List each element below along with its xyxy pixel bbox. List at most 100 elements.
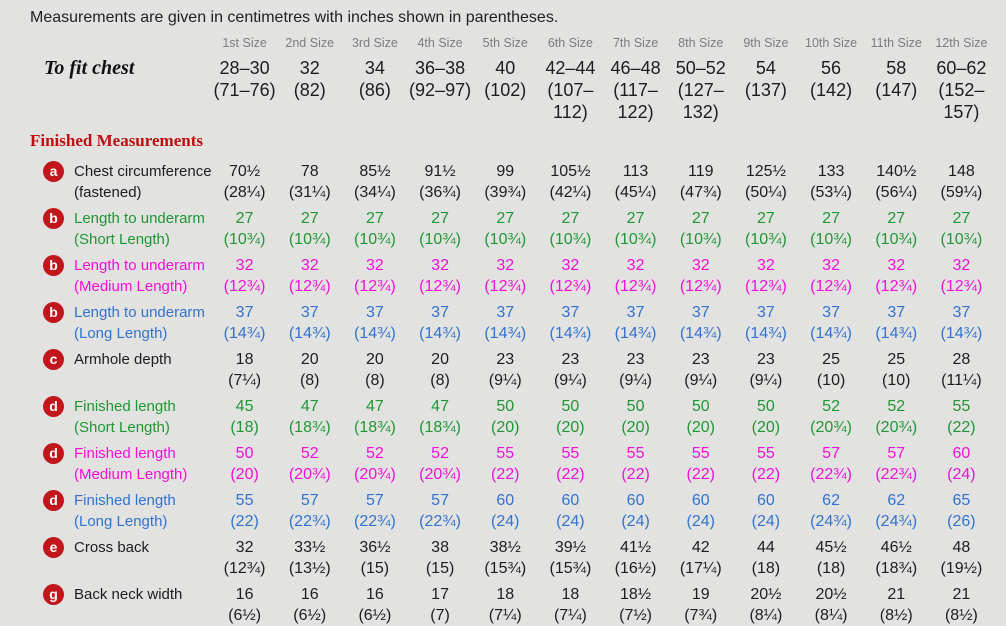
- cm-value: 32: [757, 257, 775, 274]
- measurement-label-main: Finished length: [74, 398, 176, 415]
- measurement-label-main: Back neck width: [74, 586, 183, 603]
- cm-value: 57: [887, 445, 906, 462]
- inch-value: (8): [365, 372, 385, 389]
- measurement-value-8: 50 (20): [668, 396, 733, 438]
- measurement-row-d-8: d Finished length (Long Length) 55 (22) 57 (22…: [30, 490, 994, 532]
- measurement-label-main: Length to underarm: [74, 210, 205, 227]
- cm-value: 19: [691, 586, 710, 603]
- inch-value: (12¾): [875, 278, 918, 295]
- measurement-value-1: 18 (7¼): [212, 349, 277, 391]
- cm-value: 52: [822, 398, 840, 415]
- measurement-value-7: 41½ (16½): [603, 537, 668, 579]
- inch-value: (8): [430, 372, 450, 389]
- measurement-label: Back neck width: [74, 584, 182, 606]
- inch-value: (14¾): [810, 325, 852, 342]
- inch-value: (10¾): [810, 231, 852, 248]
- measurement-value-5: 18 (7¼): [473, 584, 538, 626]
- measurement-value-11: 37 (14¾): [864, 302, 929, 344]
- to-fit-chest-value-6: 42–44 (107–112): [538, 57, 603, 123]
- cm-value: 125½: [745, 163, 786, 180]
- measurement-rows: a Chest circumference (fastened) 70½ (28¼) 78…: [30, 161, 994, 626]
- cm-value: 55: [952, 398, 971, 415]
- inch-value: (10¾): [354, 231, 396, 248]
- inch-value: (31¼): [288, 184, 331, 201]
- inch-value: (14¾): [940, 325, 983, 342]
- measurement-value-2: 20 (8): [277, 349, 342, 391]
- measurement-value-11: 25 (10): [864, 349, 929, 391]
- inch-value: (117–122): [613, 80, 658, 122]
- inch-value: (10¾): [223, 231, 266, 248]
- measurement-label-main: Length to underarm: [74, 257, 205, 274]
- measurement-value-3: 16 (6½): [342, 584, 407, 626]
- inch-value: (7½): [619, 607, 653, 624]
- measurement-value-8: 27 (10¾): [668, 208, 733, 250]
- inch-value: (9¼): [553, 372, 587, 389]
- inch-value: (22¾): [875, 466, 918, 483]
- measurement-value-2: 16 (6½): [277, 584, 342, 626]
- cm-value: 16: [300, 586, 319, 603]
- cm-value: 32: [299, 58, 320, 78]
- inch-value: (24): [491, 513, 520, 530]
- cm-value: 37: [757, 304, 775, 321]
- measurement-label-cell: g Back neck width: [30, 584, 212, 606]
- inch-value: (10): [882, 372, 911, 389]
- inch-value: (22¾): [288, 513, 331, 530]
- measurement-value-7: 60 (24): [603, 490, 668, 532]
- inch-value: (13½): [288, 560, 331, 577]
- measurement-value-3: 47 (18¾): [342, 396, 407, 438]
- inch-value: (22): [556, 466, 585, 483]
- measurement-value-1: 32 (12¾): [212, 537, 277, 579]
- measurement-value-9: 50 (20): [733, 396, 798, 438]
- inch-value: (22): [751, 466, 781, 483]
- measurement-label-main: Cross back: [74, 539, 150, 556]
- inch-value: (16½): [614, 560, 657, 577]
- measurement-value-8: 55 (22): [668, 443, 733, 485]
- cm-value: 37: [561, 304, 580, 321]
- measurement-value-8: 19 (7¾): [668, 584, 733, 626]
- cm-value: 60: [757, 492, 775, 509]
- to-fit-chest-value-8: 50–52 (127–132): [668, 57, 733, 123]
- row-badge-b: b: [43, 255, 64, 276]
- cm-value: 37: [496, 304, 515, 321]
- cm-value: 47: [300, 398, 319, 415]
- inch-value: (28¼): [223, 184, 266, 201]
- inch-value: (20¾): [419, 466, 461, 483]
- inch-value: (147): [875, 80, 918, 100]
- cm-value: 38: [431, 539, 449, 556]
- inch-value: (26): [947, 513, 976, 530]
- measurement-value-1: 70½ (28¼): [212, 161, 277, 203]
- cm-value: 50–52: [675, 58, 726, 78]
- cm-value: 42–44: [545, 58, 596, 78]
- measurement-value-1: 37 (14¾): [212, 302, 277, 344]
- cm-value: 23: [626, 351, 645, 368]
- measurement-label-main: Chest circumference: [74, 163, 212, 180]
- measurement-value-5: 37 (14¾): [473, 302, 538, 344]
- inch-value: (7¼): [228, 372, 262, 389]
- inch-value: (39¾): [484, 184, 527, 201]
- cm-value: 57: [822, 445, 840, 462]
- cm-value: 40: [495, 58, 516, 78]
- cm-value: 32: [431, 257, 449, 274]
- cm-value: 32: [691, 257, 710, 274]
- cm-value: 52: [887, 398, 906, 415]
- measurement-label: Length to underarm (Long Length): [74, 302, 205, 344]
- cm-value: 50: [235, 445, 254, 462]
- measurement-label-cell: b Length to underarm (Long Length): [30, 302, 212, 344]
- measurement-label-cell: c Armhole depth: [30, 349, 212, 371]
- inch-value: (20): [621, 419, 650, 436]
- measurement-value-4: 47 (18¾): [407, 396, 472, 438]
- measurement-label-main: Finished length: [74, 445, 176, 462]
- cm-value: 52: [431, 445, 449, 462]
- inch-value: (50¼): [745, 184, 787, 201]
- measurement-value-2: 47 (18¾): [277, 396, 342, 438]
- measurement-value-11: 62 (24¾): [864, 490, 929, 532]
- cm-value: 41½: [620, 539, 652, 556]
- cm-value: 37: [235, 304, 254, 321]
- inch-value: (14¾): [679, 325, 722, 342]
- measurement-value-4: 57 (22¾): [407, 490, 472, 532]
- cm-value: 45: [235, 398, 254, 415]
- cm-value: 46–48: [610, 58, 661, 78]
- measurement-value-12: 65 (26): [929, 490, 994, 532]
- measurement-label-sub: (fastened): [74, 183, 142, 201]
- measurement-value-6: 55 (22): [538, 443, 603, 485]
